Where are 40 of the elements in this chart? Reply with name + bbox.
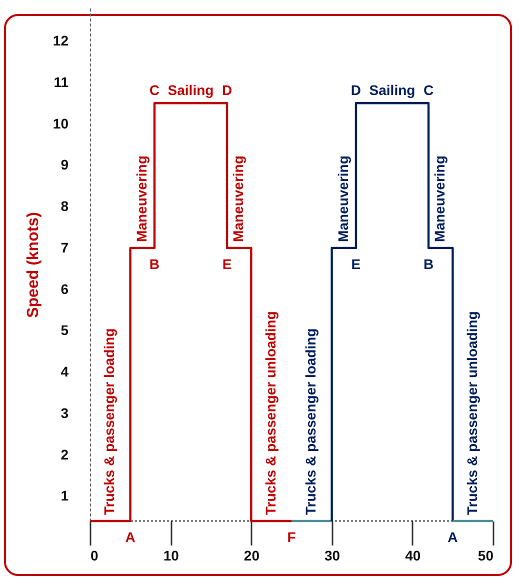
x-tick-label: 50	[478, 548, 494, 564]
x-tick-label: 30	[324, 548, 340, 564]
annotation: Sailing	[369, 82, 416, 98]
y-tick-label: 3	[60, 404, 69, 421]
y-tick-label: 6	[60, 280, 69, 297]
y-tick-label: 12	[52, 32, 69, 49]
y-axis-title: Speed (knots)	[24, 212, 42, 318]
y-tick-label: 9	[60, 156, 69, 173]
x-tick-label: 10	[163, 548, 180, 564]
annotation: A	[448, 529, 458, 545]
annotation: F	[287, 529, 296, 545]
annotation: B	[149, 256, 160, 272]
annotation: Sailing	[168, 82, 214, 98]
y-tick-label: 4	[60, 364, 69, 380]
y-tick-label: 8	[60, 198, 69, 214]
x-tick-label: 40	[405, 548, 421, 564]
annotation: Trucks & passenger loading	[101, 328, 118, 515]
annotation: E	[222, 256, 232, 272]
y-tick-label: 7	[60, 239, 69, 256]
annotation: A	[125, 529, 136, 545]
y-tick-label: 5	[60, 322, 69, 338]
annotation: E	[351, 256, 361, 272]
annotation: Maneuvering	[432, 156, 448, 242]
annotation: Maneuvering	[133, 156, 150, 242]
x-tick-label: 0	[90, 548, 98, 564]
annotation: D	[350, 82, 362, 98]
y-tick-label: 1	[60, 488, 69, 504]
y-tick-label: 11	[54, 74, 69, 90]
y-tick-label: 10	[52, 115, 69, 132]
annotation: Trucks & passenger unloading	[262, 311, 278, 515]
annotation: D	[222, 82, 232, 98]
annotation: Trucks & passenger unloading	[464, 311, 480, 515]
annotation: Maneuvering	[334, 156, 351, 242]
x-tick-label: 20	[244, 548, 260, 564]
y-tick-label: 2	[60, 446, 69, 462]
annotation: B	[423, 256, 434, 272]
annotation: Maneuvering	[230, 156, 246, 242]
annotation: C	[149, 82, 160, 98]
annotation: Trucks & passenger loading	[302, 328, 319, 515]
annotation: C	[423, 82, 434, 98]
